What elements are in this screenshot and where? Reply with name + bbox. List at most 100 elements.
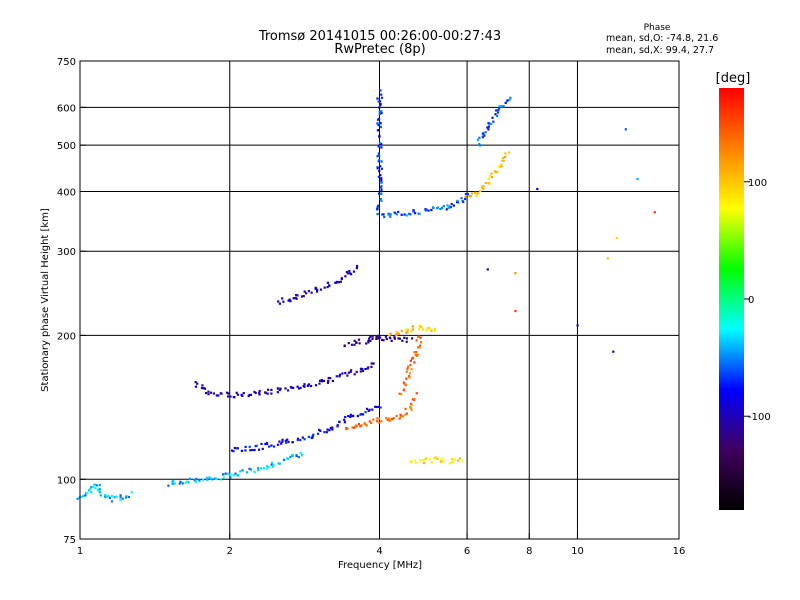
data-point bbox=[343, 418, 346, 421]
data-point bbox=[379, 89, 382, 92]
data-point bbox=[270, 388, 273, 391]
data-point bbox=[377, 129, 380, 132]
data-point bbox=[85, 492, 88, 495]
data-point bbox=[383, 215, 386, 219]
data-point bbox=[290, 454, 294, 457]
data-point bbox=[229, 395, 232, 398]
data-point bbox=[286, 438, 289, 441]
data-point bbox=[456, 199, 459, 202]
data-point bbox=[253, 390, 256, 393]
data-point bbox=[328, 429, 331, 432]
data-point bbox=[431, 206, 435, 209]
data-point bbox=[380, 93, 383, 96]
data-point bbox=[390, 418, 394, 421]
data-point bbox=[258, 389, 261, 393]
data-point bbox=[253, 448, 256, 452]
data-point bbox=[406, 367, 409, 370]
data-point bbox=[395, 414, 398, 417]
data-point bbox=[244, 449, 247, 452]
data-point bbox=[376, 420, 379, 423]
data-point bbox=[284, 439, 287, 442]
data-point bbox=[328, 284, 331, 287]
data-point bbox=[279, 387, 282, 390]
data-point bbox=[368, 337, 371, 340]
data-point bbox=[500, 105, 503, 108]
data-point bbox=[405, 337, 408, 340]
data-point bbox=[318, 379, 322, 382]
data-point bbox=[302, 295, 305, 298]
data-point bbox=[379, 181, 382, 184]
data-point bbox=[420, 325, 423, 329]
x-tick-label: 6 bbox=[464, 546, 470, 557]
data-point bbox=[403, 336, 406, 339]
data-point bbox=[378, 170, 381, 173]
data-point bbox=[398, 337, 401, 340]
axis-ticks: 1 2 4 6 8 10 16 75 100 200 300 400 500 600 750 bbox=[57, 57, 685, 557]
data-point bbox=[458, 457, 462, 460]
data-point bbox=[502, 105, 505, 108]
data-point bbox=[421, 328, 424, 331]
data-point bbox=[403, 388, 406, 391]
data-point bbox=[410, 408, 413, 411]
data-point bbox=[409, 213, 412, 216]
data-point bbox=[360, 424, 363, 427]
data-point bbox=[380, 160, 383, 163]
data-point bbox=[281, 438, 284, 441]
data-point bbox=[497, 165, 500, 168]
data-point bbox=[433, 330, 437, 333]
data-point bbox=[388, 333, 391, 337]
x-tick-label: 1 bbox=[77, 546, 83, 557]
data-point bbox=[369, 339, 372, 342]
data-point bbox=[380, 177, 383, 180]
data-point bbox=[415, 392, 418, 395]
data-point bbox=[378, 158, 381, 161]
data-point bbox=[415, 350, 418, 354]
data-point bbox=[370, 362, 373, 365]
data-point bbox=[468, 195, 471, 198]
data-point bbox=[222, 473, 225, 476]
colorbar-ticks: 100 0 -100 bbox=[744, 178, 771, 423]
data-point bbox=[209, 391, 213, 394]
data-point bbox=[496, 170, 499, 174]
data-point bbox=[504, 155, 507, 159]
data-point bbox=[509, 96, 512, 99]
data-point bbox=[392, 417, 395, 420]
data-point bbox=[303, 383, 306, 386]
data-point bbox=[301, 454, 304, 457]
data-point bbox=[240, 449, 243, 452]
data-point bbox=[282, 300, 285, 303]
y-tick-label: 600 bbox=[57, 103, 76, 114]
colorbar-tick-label: -100 bbox=[748, 412, 771, 423]
data-point bbox=[405, 370, 408, 373]
data-point bbox=[478, 144, 482, 147]
data-point bbox=[329, 377, 332, 380]
data-point bbox=[460, 197, 463, 200]
data-point bbox=[367, 339, 370, 342]
data-point bbox=[407, 212, 411, 215]
data-point bbox=[398, 417, 401, 420]
data-point bbox=[194, 477, 197, 481]
data-point bbox=[430, 461, 433, 464]
data-point bbox=[377, 100, 380, 103]
data-point bbox=[248, 468, 252, 471]
data-point bbox=[235, 474, 238, 477]
data-point bbox=[486, 126, 489, 129]
data-point bbox=[280, 442, 283, 445]
data-point bbox=[241, 469, 244, 472]
data-point bbox=[211, 478, 214, 481]
data-point bbox=[506, 99, 509, 102]
data-point bbox=[624, 128, 627, 131]
data-point bbox=[502, 159, 505, 163]
data-point bbox=[329, 427, 332, 430]
data-point bbox=[307, 383, 311, 386]
data-point bbox=[326, 428, 329, 431]
data-point bbox=[320, 379, 323, 382]
data-point bbox=[413, 351, 416, 354]
data-point bbox=[434, 456, 437, 459]
data-point bbox=[224, 472, 227, 475]
data-point bbox=[367, 341, 370, 344]
data-point bbox=[453, 458, 456, 461]
data-point bbox=[92, 485, 95, 488]
data-point bbox=[256, 467, 260, 470]
data-point bbox=[488, 174, 491, 178]
